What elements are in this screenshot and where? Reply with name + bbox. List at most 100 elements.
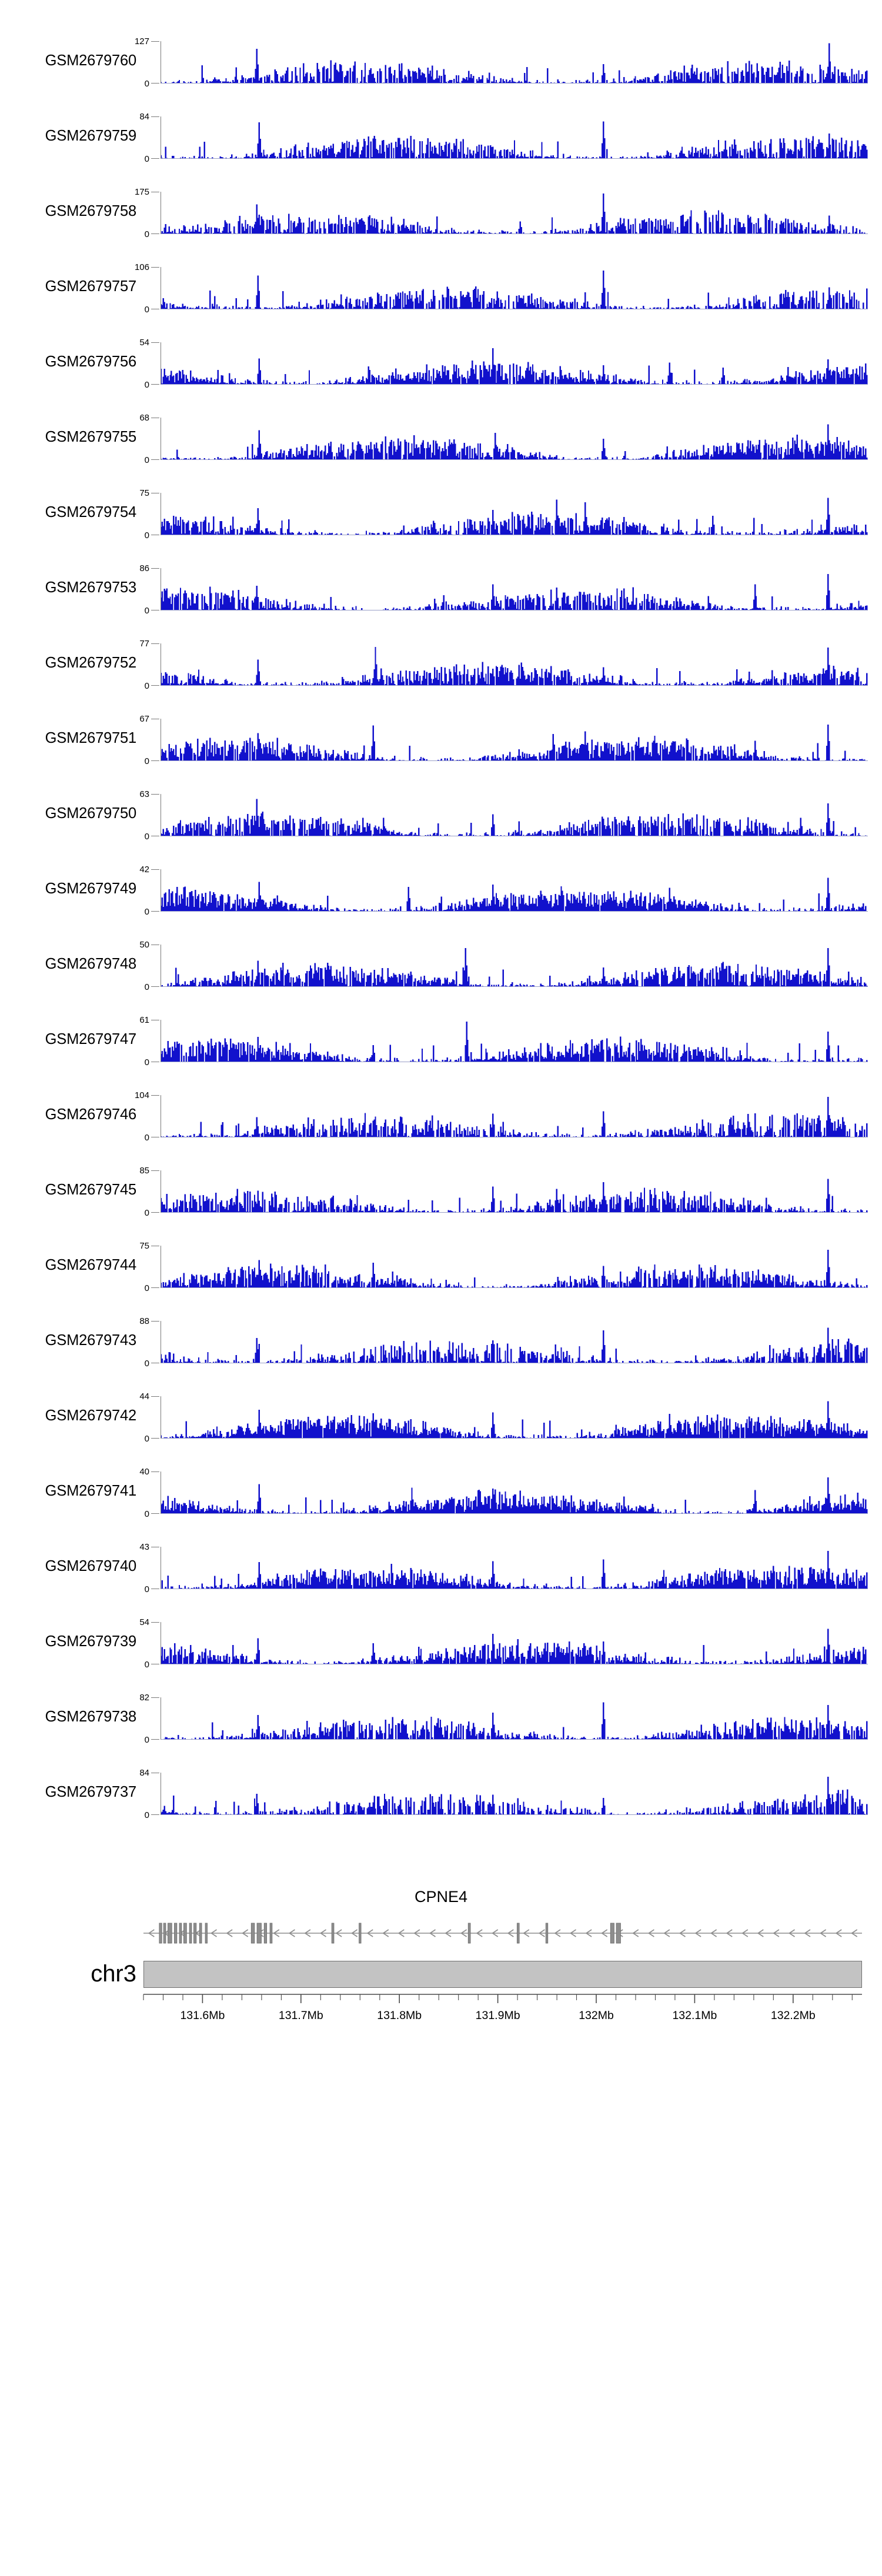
track-sample-label: GSM2679753 xyxy=(45,579,137,596)
coverage-track[interactable]: GSM2679738 82 0 xyxy=(0,1693,882,1745)
y-axis-min-label: 0 xyxy=(144,606,149,616)
track-signal-plot[interactable] xyxy=(161,1170,868,1213)
y-axis-tick-max xyxy=(151,116,159,117)
coverage-track[interactable]: GSM2679754 75 0 xyxy=(0,488,882,540)
track-signal-plot[interactable] xyxy=(161,1246,868,1288)
coverage-track[interactable]: GSM2679752 77 0 xyxy=(0,639,882,691)
track-signal-plot[interactable] xyxy=(161,1697,868,1740)
track-signal-plot[interactable] xyxy=(161,1547,868,1589)
y-axis-min-label: 0 xyxy=(144,1057,149,1067)
track-y-axis: 84 0 xyxy=(136,1768,161,1820)
y-axis-max-label: 61 xyxy=(139,1015,149,1025)
y-axis-min-label: 0 xyxy=(144,154,149,164)
y-axis-max-label: 82 xyxy=(139,1693,149,1703)
track-signal-plot[interactable] xyxy=(161,342,868,385)
coordinate-tick-label: 132Mb xyxy=(579,2009,614,2022)
track-signal-plot[interactable] xyxy=(161,1020,868,1062)
track-signal-plot[interactable] xyxy=(161,719,868,761)
coverage-track[interactable]: GSM2679746 104 0 xyxy=(0,1090,882,1143)
coverage-track[interactable]: GSM2679740 43 0 xyxy=(0,1542,882,1594)
track-signal-plot[interactable] xyxy=(161,418,868,460)
coverage-track[interactable]: GSM2679760 127 0 xyxy=(0,36,882,89)
track-sample-label: GSM2679758 xyxy=(45,203,137,219)
track-y-axis: 67 0 xyxy=(136,714,161,766)
coverage-track[interactable]: GSM2679747 61 0 xyxy=(0,1015,882,1067)
coverage-track[interactable]: GSM2679741 40 0 xyxy=(0,1467,882,1519)
y-axis-tick-max xyxy=(151,869,159,870)
track-baseline xyxy=(161,911,868,912)
y-axis-min-label: 0 xyxy=(144,907,149,917)
track-signal-plot[interactable] xyxy=(161,1471,868,1514)
track-signal-plot[interactable] xyxy=(161,643,868,686)
track-sample-label: GSM2679751 xyxy=(45,730,137,746)
coverage-track[interactable]: GSM2679745 85 0 xyxy=(0,1166,882,1218)
y-axis-max-label: 67 xyxy=(139,714,149,724)
track-signal-plot[interactable] xyxy=(161,1622,868,1664)
track-signal-plot[interactable] xyxy=(161,869,868,912)
y-axis-tick-min xyxy=(151,760,159,761)
coverage-track[interactable]: GSM2679757 106 0 xyxy=(0,262,882,315)
y-axis-tick-min xyxy=(151,1287,159,1288)
coverage-track[interactable]: GSM2679739 54 0 xyxy=(0,1617,882,1670)
coverage-track[interactable]: GSM2679749 42 0 xyxy=(0,865,882,917)
track-sample-label: GSM2679746 xyxy=(45,1106,137,1123)
coverage-track[interactable]: GSM2679759 84 0 xyxy=(0,112,882,164)
track-baseline xyxy=(161,1212,868,1213)
y-axis-max-label: 68 xyxy=(139,413,149,423)
track-sample-label: GSM2679756 xyxy=(45,353,137,370)
y-axis-max-label: 77 xyxy=(139,639,149,649)
track-sample-label: GSM2679741 xyxy=(45,1483,137,1499)
y-axis-max-label: 50 xyxy=(139,940,149,950)
track-sample-label: GSM2679755 xyxy=(45,429,137,445)
chromosome-bar[interactable] xyxy=(143,1961,862,1988)
track-signal-plot[interactable] xyxy=(161,1095,868,1137)
coverage-track[interactable]: GSM2679751 67 0 xyxy=(0,714,882,766)
track-signal-plot[interactable] xyxy=(161,1396,868,1439)
coverage-track[interactable]: GSM2679744 75 0 xyxy=(0,1241,882,1293)
track-signal-plot[interactable] xyxy=(161,267,868,309)
coverage-track[interactable]: GSM2679743 88 0 xyxy=(0,1316,882,1369)
track-sample-label: GSM2679757 xyxy=(45,278,137,295)
y-axis-tick-min xyxy=(151,685,159,686)
track-signal-plot[interactable] xyxy=(161,794,868,836)
track-signal-plot[interactable] xyxy=(161,116,868,159)
y-axis-max-label: 54 xyxy=(139,1617,149,1627)
track-signal-plot[interactable] xyxy=(161,493,868,535)
track-signal-plot[interactable] xyxy=(161,1321,868,1363)
track-signal-plot[interactable] xyxy=(161,945,868,987)
coverage-track[interactable]: GSM2679750 63 0 xyxy=(0,789,882,842)
y-axis-tick-max xyxy=(151,643,159,644)
y-axis-min-label: 0 xyxy=(144,1735,149,1745)
coverage-track[interactable]: GSM2679755 68 0 xyxy=(0,413,882,465)
track-y-axis: 127 0 xyxy=(135,36,161,89)
track-signal-plot[interactable] xyxy=(161,568,868,610)
coverage-track[interactable]: GSM2679748 50 0 xyxy=(0,940,882,992)
track-baseline xyxy=(161,986,868,987)
track-y-axis: 40 0 xyxy=(136,1467,161,1519)
gene-model-glyph[interactable] xyxy=(0,1920,882,1947)
track-y-axis: 63 0 xyxy=(136,789,161,842)
y-axis-tick-max xyxy=(151,1622,159,1623)
coverage-track[interactable]: GSM2679756 54 0 xyxy=(0,338,882,390)
coverage-track[interactable]: GSM2679742 44 0 xyxy=(0,1392,882,1444)
y-axis-tick-min xyxy=(151,1212,159,1213)
y-axis-max-label: 106 xyxy=(134,262,149,272)
track-signal-plot[interactable] xyxy=(161,192,868,234)
y-axis-max-label: 44 xyxy=(139,1392,149,1402)
y-axis-tick-max xyxy=(151,1697,159,1698)
track-sample-label: GSM2679738 xyxy=(45,1709,137,1725)
coverage-track[interactable]: GSM2679758 175 0 xyxy=(0,187,882,239)
track-sample-label: GSM2679744 xyxy=(45,1257,137,1273)
y-axis-min-label: 0 xyxy=(144,229,149,239)
coverage-track[interactable]: GSM2679753 86 0 xyxy=(0,563,882,616)
y-axis-tick-min xyxy=(151,1739,159,1740)
track-signal-plot[interactable] xyxy=(161,41,868,84)
y-axis-tick-max xyxy=(151,1170,159,1171)
y-axis-min-label: 0 xyxy=(144,1509,149,1519)
coverage-track[interactable]: GSM2679737 84 0 xyxy=(0,1768,882,1820)
track-sample-label: GSM2679745 xyxy=(45,1182,137,1198)
track-signal-plot[interactable] xyxy=(161,1773,868,1815)
coordinate-tick-label: 131.9Mb xyxy=(475,2009,520,2022)
track-baseline xyxy=(161,760,868,761)
track-y-axis: 61 0 xyxy=(136,1015,161,1067)
